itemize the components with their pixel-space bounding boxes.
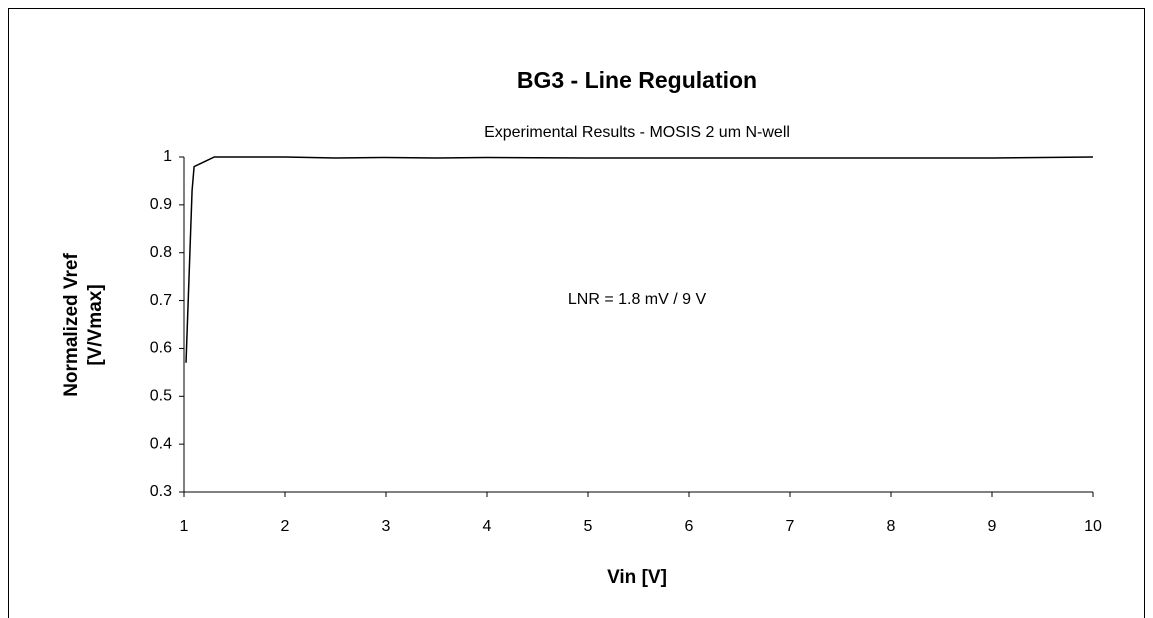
y-tick-label: 0.3 [150, 483, 172, 500]
y-axis-label: Normalized Vref [61, 253, 82, 397]
chart-title: BG3 - Line Regulation [517, 67, 757, 93]
chart-border [8, 8, 1145, 618]
y-tick-label: 0.6 [150, 340, 172, 357]
x-tick-label: 4 [483, 518, 492, 535]
x-axis-label: Vin [V] [607, 567, 667, 588]
annotation: LNR = 1.8 mV / 9 V [568, 291, 707, 308]
x-tick-label: 3 [382, 518, 391, 535]
x-tick-label: 1 [180, 518, 189, 535]
y-tick-label: 0.8 [150, 244, 172, 261]
x-tick-label: 7 [786, 518, 795, 535]
chart-subtitle: Experimental Results - MOSIS 2 um N-well [484, 124, 790, 141]
x-tick-label: 6 [685, 518, 694, 535]
x-tick-label: 8 [887, 518, 896, 535]
x-tick-label: 10 [1084, 518, 1102, 535]
y-tick-label: 0.5 [150, 388, 172, 405]
y-tick-label: 1 [163, 148, 172, 165]
x-tick-label: 2 [281, 518, 290, 535]
y-axis-label: [V/Vmax] [85, 284, 106, 365]
y-tick-label: 0.4 [150, 435, 172, 452]
y-tick-label: 0.9 [150, 196, 172, 213]
data-line [185, 156, 1094, 363]
x-tick-label: 5 [584, 518, 593, 535]
y-tick-label: 0.7 [150, 292, 172, 309]
x-tick-label: 9 [988, 518, 997, 535]
